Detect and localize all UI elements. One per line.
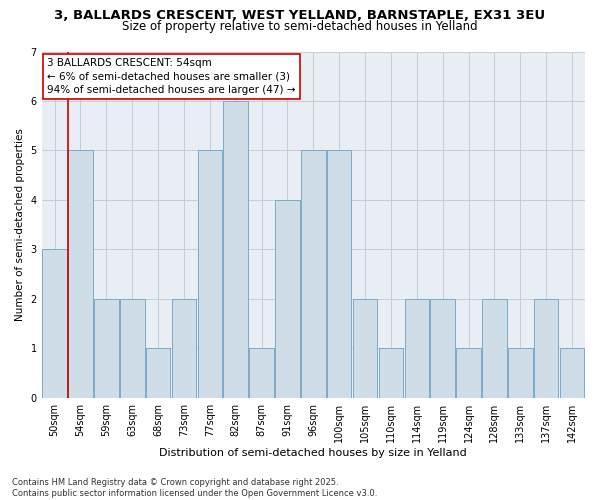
Bar — [534, 299, 559, 398]
Y-axis label: Number of semi-detached properties: Number of semi-detached properties — [15, 128, 25, 321]
Bar — [379, 348, 403, 398]
Bar — [146, 348, 170, 398]
X-axis label: Distribution of semi-detached houses by size in Yelland: Distribution of semi-detached houses by … — [160, 448, 467, 458]
Bar — [482, 299, 507, 398]
Bar — [404, 299, 429, 398]
Bar — [456, 348, 481, 398]
Bar — [94, 299, 119, 398]
Bar — [327, 150, 352, 398]
Text: Size of property relative to semi-detached houses in Yelland: Size of property relative to semi-detach… — [122, 20, 478, 33]
Bar — [197, 150, 222, 398]
Bar — [560, 348, 584, 398]
Text: 3, BALLARDS CRESCENT, WEST YELLAND, BARNSTAPLE, EX31 3EU: 3, BALLARDS CRESCENT, WEST YELLAND, BARN… — [55, 9, 545, 22]
Bar — [120, 299, 145, 398]
Text: 3 BALLARDS CRESCENT: 54sqm
← 6% of semi-detached houses are smaller (3)
94% of s: 3 BALLARDS CRESCENT: 54sqm ← 6% of semi-… — [47, 58, 296, 95]
Bar — [301, 150, 326, 398]
Bar — [508, 348, 533, 398]
Bar — [353, 299, 377, 398]
Bar — [68, 150, 93, 398]
Text: Contains HM Land Registry data © Crown copyright and database right 2025.
Contai: Contains HM Land Registry data © Crown c… — [12, 478, 377, 498]
Bar — [172, 299, 196, 398]
Bar — [43, 250, 67, 398]
Bar — [249, 348, 274, 398]
Bar — [223, 101, 248, 398]
Bar — [275, 200, 300, 398]
Bar — [430, 299, 455, 398]
